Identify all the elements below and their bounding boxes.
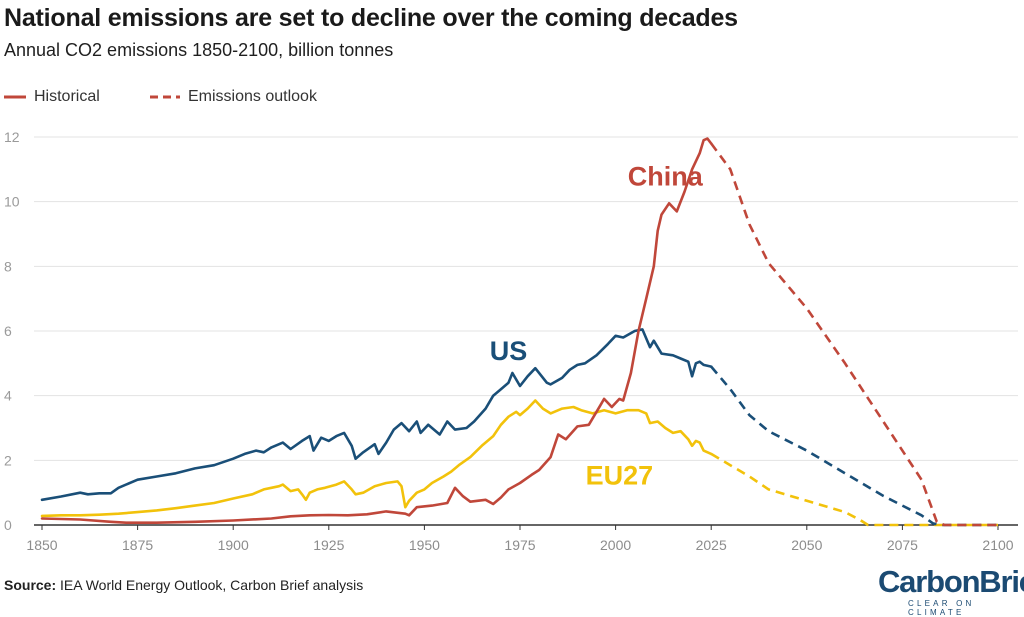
legend-item-historical: Historical bbox=[4, 88, 100, 106]
series-us-outlook-line bbox=[710, 365, 998, 527]
source-label: Source: bbox=[4, 577, 57, 593]
y-tick-label-6: 6 bbox=[4, 323, 12, 339]
legend-label-historical: Historical bbox=[34, 88, 100, 105]
y-tick-label-4: 4 bbox=[4, 388, 12, 404]
y-tick-label-8: 8 bbox=[4, 258, 12, 274]
x-tick-label-2050: 2050 bbox=[791, 537, 822, 553]
x-tick-label-2100: 2100 bbox=[982, 537, 1013, 553]
y-tick-label-2: 2 bbox=[4, 452, 12, 468]
x-tick-label-2025: 2025 bbox=[696, 537, 727, 553]
logo-tagline: CLEAR ON CLIMATE bbox=[908, 599, 975, 617]
chart-title: National emissions are set to decline ov… bbox=[4, 4, 738, 32]
x-tick-label-1875: 1875 bbox=[122, 537, 153, 553]
x-tick-label-1900: 1900 bbox=[218, 537, 249, 553]
source-note: Source: IEA World Energy Outlook, Carbon… bbox=[4, 577, 363, 593]
line-chart: 0 2 4 6 8 10 12 1850 1875 1900 1925 1950 1975 2000 202… bbox=[4, 129, 1018, 553]
series-label-us: US bbox=[490, 336, 528, 366]
x-tick-label-2075: 2075 bbox=[887, 537, 918, 553]
series-eu27-outlook-line bbox=[710, 452, 998, 527]
series-eu27-historical-line bbox=[40, 399, 713, 518]
legend: Historical Emissions outlook bbox=[0, 88, 600, 112]
x-tick-label-2000: 2000 bbox=[600, 537, 631, 553]
y-tick-label-0: 0 bbox=[4, 517, 12, 533]
series-label-china: China bbox=[628, 162, 704, 192]
series-china-historical-line bbox=[40, 137, 713, 525]
series-us-historical-line bbox=[40, 328, 713, 502]
source-text: IEA World Energy Outlook, Carbon Brief a… bbox=[56, 577, 364, 593]
dashed-line-icon bbox=[150, 95, 180, 99]
y-tick-label-10: 10 bbox=[4, 194, 20, 210]
chart-subtitle: Annual CO2 emissions 1850-2100, billion … bbox=[4, 40, 394, 60]
y-tick-label-12: 12 bbox=[4, 129, 20, 145]
x-tick-label-1975: 1975 bbox=[504, 537, 535, 553]
x-tick-label-1850: 1850 bbox=[26, 537, 57, 553]
x-tick-label-1925: 1925 bbox=[313, 537, 344, 553]
series-china-outlook-line bbox=[710, 142, 998, 527]
series-label-eu27: EU27 bbox=[586, 461, 654, 491]
legend-label-outlook: Emissions outlook bbox=[188, 88, 317, 105]
solid-line-icon bbox=[4, 95, 26, 99]
legend-item-outlook: Emissions outlook bbox=[150, 88, 317, 106]
x-tick-label-1950: 1950 bbox=[409, 537, 440, 553]
